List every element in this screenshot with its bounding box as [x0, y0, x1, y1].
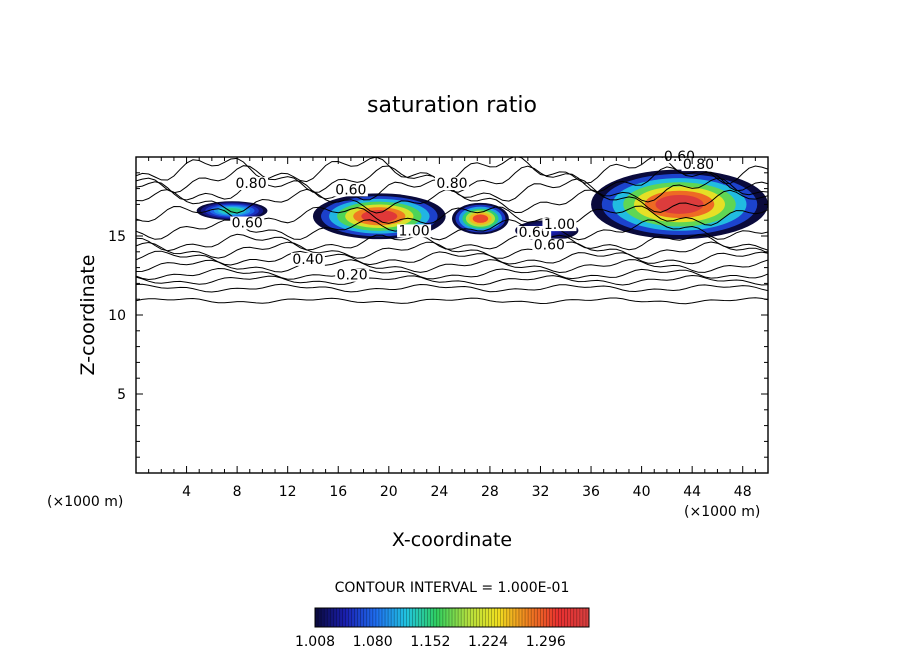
x-tick-label: 24: [430, 484, 448, 500]
contour-label: 0.80: [235, 176, 266, 192]
y-axis-label: Z-coordinate: [77, 255, 99, 376]
y-tick-label: 5: [117, 387, 126, 403]
contour-label-bg: [435, 177, 469, 191]
contour-line: [136, 250, 768, 266]
x-tick-label: 40: [633, 484, 651, 500]
y-tick-labels: 5 10 15: [108, 229, 126, 403]
supersaturation-region: [196, 201, 268, 221]
contour-label: 0.20: [337, 268, 368, 284]
contour-label: 1.00: [544, 217, 575, 233]
colorbar-tick-label: 1.080: [353, 634, 393, 650]
contour-label: 0.80: [436, 176, 467, 192]
colorbar: 1.008 1.080 1.152 1.224 1.296: [295, 607, 590, 650]
colorbar-fill: [315, 608, 589, 627]
contour-label: 0.80: [683, 157, 714, 173]
y-tick-label: 10: [108, 308, 126, 324]
x-axis-label: X-coordinate: [392, 529, 512, 551]
x-unit-right: (×1000 m): [684, 504, 760, 520]
colorbar-tick-labels: 1.008 1.080 1.152 1.224 1.296: [295, 634, 566, 650]
x-tick-label: 8: [233, 484, 242, 500]
contour-label-layer: 0.800.600.60 0.800.600.801.00 0.601.000.60…: [230, 149, 716, 284]
x-tick-label: 36: [582, 484, 600, 500]
contour-interval-note: CONTOUR INTERVAL = 1.000E-01: [335, 580, 570, 596]
contour-line: [136, 188, 768, 214]
contour-line: [136, 283, 768, 293]
chart-title: saturation ratio: [367, 93, 537, 118]
x-tick-label: 32: [532, 484, 550, 500]
colorbar-tick-label: 1.152: [410, 634, 450, 650]
x-tick-label: 16: [329, 484, 347, 500]
colorbar-tick-label: 1.296: [526, 634, 566, 650]
saturation-band: [655, 194, 704, 214]
contour-label-bg: [290, 252, 325, 266]
plot-area: 0.800.600.60 0.800.600.801.00 0.601.000.60…: [135, 149, 769, 474]
colorbar-tick-label: 1.008: [295, 634, 335, 650]
contour-line: [136, 241, 768, 260]
contour-label-bg: [333, 183, 368, 197]
contour-label: 0.60: [335, 182, 366, 198]
contour-label-bg: [230, 216, 265, 230]
contour-line: [136, 297, 768, 305]
contour-line: [136, 165, 768, 194]
contour-label-bg: [532, 238, 567, 252]
contour-label-bg: [397, 224, 432, 238]
contour-label-bg: [681, 158, 716, 172]
supersaturation-region: [452, 202, 509, 235]
contour-line: [136, 259, 768, 274]
contour-label-bg: [335, 268, 370, 282]
contour-label: 0.60: [232, 216, 263, 232]
x-tick-label: 28: [481, 484, 499, 500]
colorbar-stripes: [317, 608, 587, 627]
x-tick-label: 48: [734, 484, 752, 500]
colorbar-tick-label: 1.224: [468, 634, 508, 650]
contour-label: 0.60: [534, 238, 565, 254]
contour-line: [136, 274, 768, 286]
contour-label-bg: [234, 177, 269, 191]
x-unit-left: (×1000 m): [47, 494, 123, 510]
x-tick-label: 4: [182, 484, 191, 500]
axis-ticks: [136, 157, 768, 473]
y-tick-label: 15: [108, 229, 126, 245]
x-tick-label: 44: [683, 484, 701, 500]
contour-line: [136, 233, 768, 252]
contour-label: 0.60: [519, 225, 550, 241]
colorbar-frame: [314, 607, 590, 628]
x-tick-label: 12: [279, 484, 297, 500]
contour-label: 1.00: [398, 223, 429, 239]
x-tick-label: 20: [380, 484, 398, 500]
contour-line: [136, 267, 768, 281]
contour-label: 0.40: [292, 252, 323, 268]
supersaturation-region: [591, 169, 768, 240]
x-tick-labels: 4 8 12 16 20 24 28 32 36 40 44 48: [182, 484, 752, 500]
saturation-band: [472, 214, 489, 223]
contour-label-bg: [542, 218, 577, 232]
